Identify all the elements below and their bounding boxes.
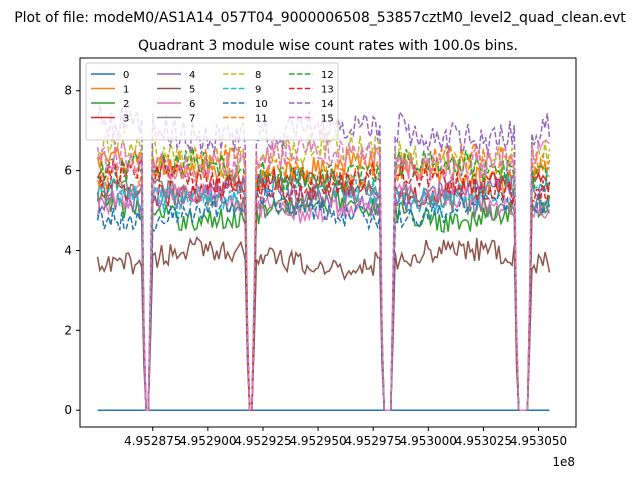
series-line-1: [96, 144, 550, 411]
legend-label-2: 2: [123, 99, 129, 110]
legend-label-8: 8: [255, 70, 261, 81]
x-tick-label: 4.952900: [179, 434, 236, 448]
y-tick-label: 6: [64, 164, 72, 178]
legend-label-1: 1: [123, 85, 129, 96]
y-tick-label: 0: [64, 403, 72, 417]
series-layer: [96, 103, 551, 411]
x-axis: 4.9528754.9529004.9529254.9529504.952975…: [124, 427, 567, 448]
series-line-13: [96, 158, 551, 411]
legend-label-5: 5: [189, 85, 195, 96]
legend-label-10: 10: [255, 99, 268, 110]
series-line-5: [96, 236, 551, 411]
legend-label-13: 13: [321, 85, 334, 96]
series-line-15: [96, 133, 551, 411]
legend-label-11: 11: [255, 114, 268, 125]
x-tick-label: 4.953050: [510, 434, 567, 448]
series-line-2: [96, 189, 551, 411]
y-tick-label: 4: [64, 243, 72, 257]
legend-label-0: 0: [123, 70, 129, 81]
legend-label-3: 3: [123, 114, 129, 125]
series-line-8: [97, 129, 551, 411]
plot-frame: [79, 57, 577, 428]
y-axis: 0 2 4 6 8: [64, 84, 80, 417]
x-tick-label: 4.952925: [234, 434, 291, 448]
series-line-7: [96, 177, 551, 411]
x-offset-label: 1e8: [552, 455, 575, 469]
y-tick-label: 2: [64, 323, 72, 337]
x-tick-label: 4.952975: [345, 434, 402, 448]
series-line-12: [97, 146, 550, 411]
legend-label-12: 12: [321, 70, 334, 81]
figure-suptitle: Plot of file: modeM0/AS1A14_057T04_90000…: [14, 10, 626, 26]
legend-label-7: 7: [189, 114, 195, 125]
legend-label-4: 4: [189, 70, 195, 81]
series-line-10: [96, 188, 551, 411]
axes-title: Quadrant 3 module wise count rates with …: [138, 38, 518, 54]
legend-box: [85, 62, 339, 141]
legend-label-9: 9: [255, 85, 261, 96]
x-tick-label: 4.952875: [124, 434, 181, 448]
y-tick-label: 8: [64, 84, 72, 98]
x-tick-label: 4.952950: [289, 434, 346, 448]
legend-label-15: 15: [321, 114, 334, 125]
legend-label-6: 6: [189, 99, 195, 110]
x-tick-label: 4.953000: [400, 434, 457, 448]
x-tick-label: 4.953025: [455, 434, 512, 448]
legend-label-14: 14: [321, 99, 334, 110]
